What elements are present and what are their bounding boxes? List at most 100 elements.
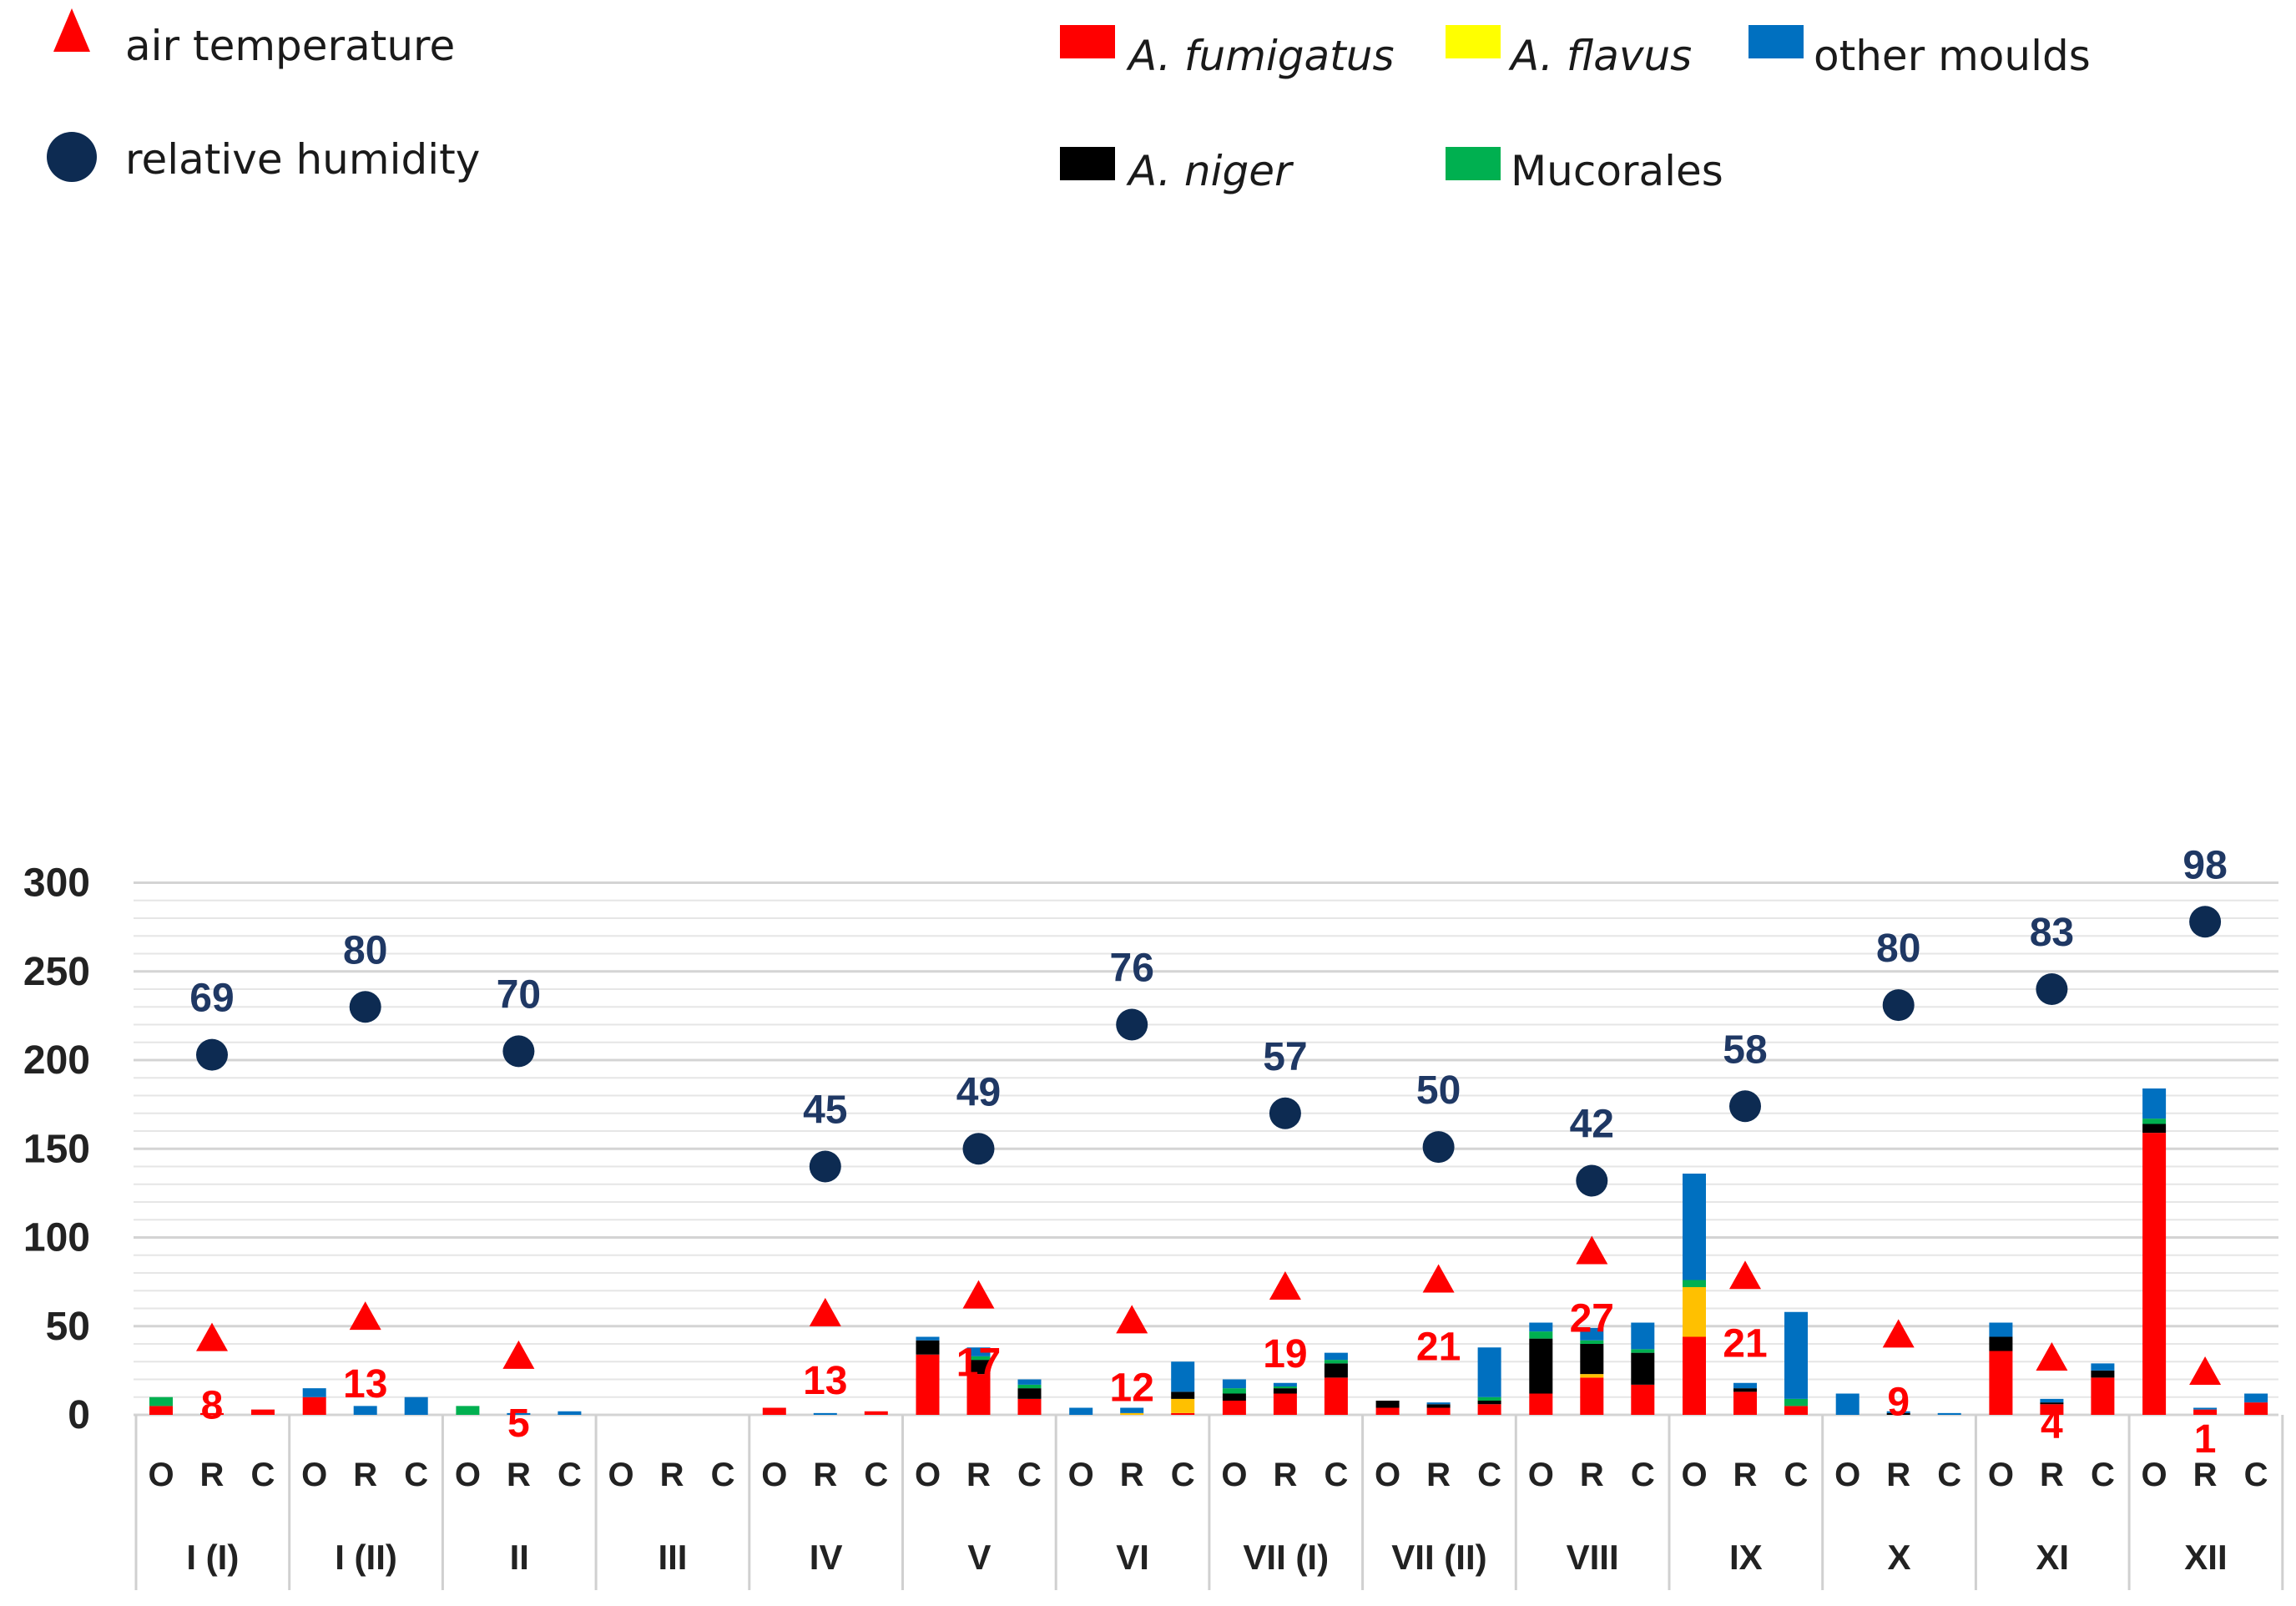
temperature-point [2189,1356,2222,1385]
bar-segment-other [1120,1407,1144,1413]
y-tick-label: 100 [23,1216,90,1260]
x-tick-label: O [301,1457,327,1493]
bar-segment-other [2244,1393,2268,1403]
x-tick-label: C [1324,1457,1348,1493]
bar-segment-other [1222,1379,1246,1389]
bar-segment-mucorales [1222,1388,1246,1394]
bar-segment-fumigatus [200,1412,224,1415]
bar-segment-fumigatus [1017,1398,1042,1415]
x-tick-label: C [404,1457,428,1493]
temperature-point [1422,1264,1455,1293]
bar-segment-flavus [1683,1287,1706,1337]
y-tick-label: 150 [23,1127,90,1171]
x-tick-label: R [1273,1457,1297,1493]
group-label: I (I) [186,1538,239,1577]
humidity-point [962,1133,995,1165]
humidity-point [809,1150,841,1183]
x-tick-label: C [711,1457,735,1493]
legend-label: A. niger [1126,147,1294,195]
humidity-label: 80 [343,928,387,972]
group-label: V [967,1538,991,1577]
humidity-point [1116,1008,1148,1041]
bar-segment-niger [2091,1370,2115,1378]
bar-segment-mucorales [1683,1280,1706,1287]
bar-segment-mucorales [149,1396,173,1407]
temperature-label: 19 [1263,1332,1307,1376]
humidity-point [1576,1164,1608,1197]
humidity-point [2189,906,2222,938]
humidity-label: 70 [497,972,541,1017]
x-tick-label: R [200,1457,225,1493]
temperature-label: 4 [2041,1403,2063,1447]
group-label: XI [2036,1538,2069,1577]
bar-segment-fumigatus [2193,1409,2218,1415]
temperature-point [1882,1319,1915,1348]
x-tick-label: O [608,1457,634,1493]
bar-segment-fumigatus [1683,1336,1706,1415]
temperature-label: 5 [507,1401,530,1446]
humidity-label: 69 [189,977,234,1021]
bar-segment-fumigatus [1477,1404,1501,1415]
group-label: IX [1729,1538,1763,1577]
temperature-label: 13 [343,1362,387,1407]
x-tick-label: O [1988,1457,2014,1493]
temperature-label: 21 [1723,1321,1767,1366]
legend-label: Mucorales [1511,147,1723,195]
x-tick-label: R [813,1457,837,1493]
humidity-point [196,1038,228,1071]
bar-segment-niger [1273,1388,1297,1394]
temperature-point [1729,1260,1761,1290]
markers: 6988013705451349177612571950214227582180… [189,843,2227,1462]
temperature-point [2036,1342,2068,1371]
x-tick-label: R [1580,1457,1604,1493]
bar-segment-niger [2142,1124,2167,1134]
x-tick-label: O [1375,1457,1400,1493]
bar-segment-other [1683,1174,1706,1280]
temperature-point [809,1297,841,1326]
humidity-label: 45 [803,1088,847,1133]
group-label: VII (I) [1243,1538,1329,1577]
humidity-point [502,1035,535,1068]
x-tick-label: O [1528,1457,1554,1493]
bar-segment-niger [1631,1352,1655,1385]
bar-segment-other [1784,1311,1808,1399]
x-tick-label: R [1426,1457,1451,1493]
gridlines [134,881,2278,1417]
bar-segment-other [1426,1402,1451,1405]
bar-segment-fumigatus [1324,1377,1348,1415]
bar-segment-niger [1017,1388,1042,1399]
bar-segment-other [1835,1393,1860,1415]
bar-segment-niger [966,1360,991,1375]
bar-segment-other [1937,1412,1961,1415]
legend-label: A. flavus [1508,32,1692,80]
x-tick-label: C [1017,1457,1042,1493]
y-tick-label: 250 [23,950,90,994]
humidity-label: 49 [956,1070,1001,1114]
bar-segment-fumigatus [2244,1402,2268,1415]
x-tick-label: O [1221,1457,1247,1493]
bar-segment-mucorales [1324,1360,1348,1364]
bar-segment-fumigatus [2040,1404,2064,1415]
bar-segment-mucorales [456,1406,480,1415]
bar-segment-other [1631,1322,1655,1350]
bar-segment-other [1529,1322,1553,1332]
bar-segment-fumigatus [2091,1377,2115,1415]
bar-segment-niger [1426,1404,1451,1408]
bar-segment-niger [1529,1338,1553,1394]
temperature-label: 21 [1416,1326,1461,1370]
legend: air temperature relative humidity A. fumig… [47,8,2091,195]
bar-segment-niger [1477,1401,1501,1405]
temperature-point [349,1301,381,1331]
bar-segment-niger [916,1340,940,1355]
group-label: IV [810,1538,843,1577]
x-tick-label: R [660,1457,684,1493]
humidity-label: 83 [2030,911,2074,955]
x-tick-label: C [251,1457,275,1493]
x-tick-label: C [1477,1457,1501,1493]
y-axis: 0 50 100 150 200 250 300 [23,861,90,1438]
bar-segment-niger [1580,1344,1604,1375]
bar-segment-other [2193,1407,2218,1410]
bar-segment-niger [1375,1401,1400,1408]
bar-segment-other [2040,1398,2064,1403]
